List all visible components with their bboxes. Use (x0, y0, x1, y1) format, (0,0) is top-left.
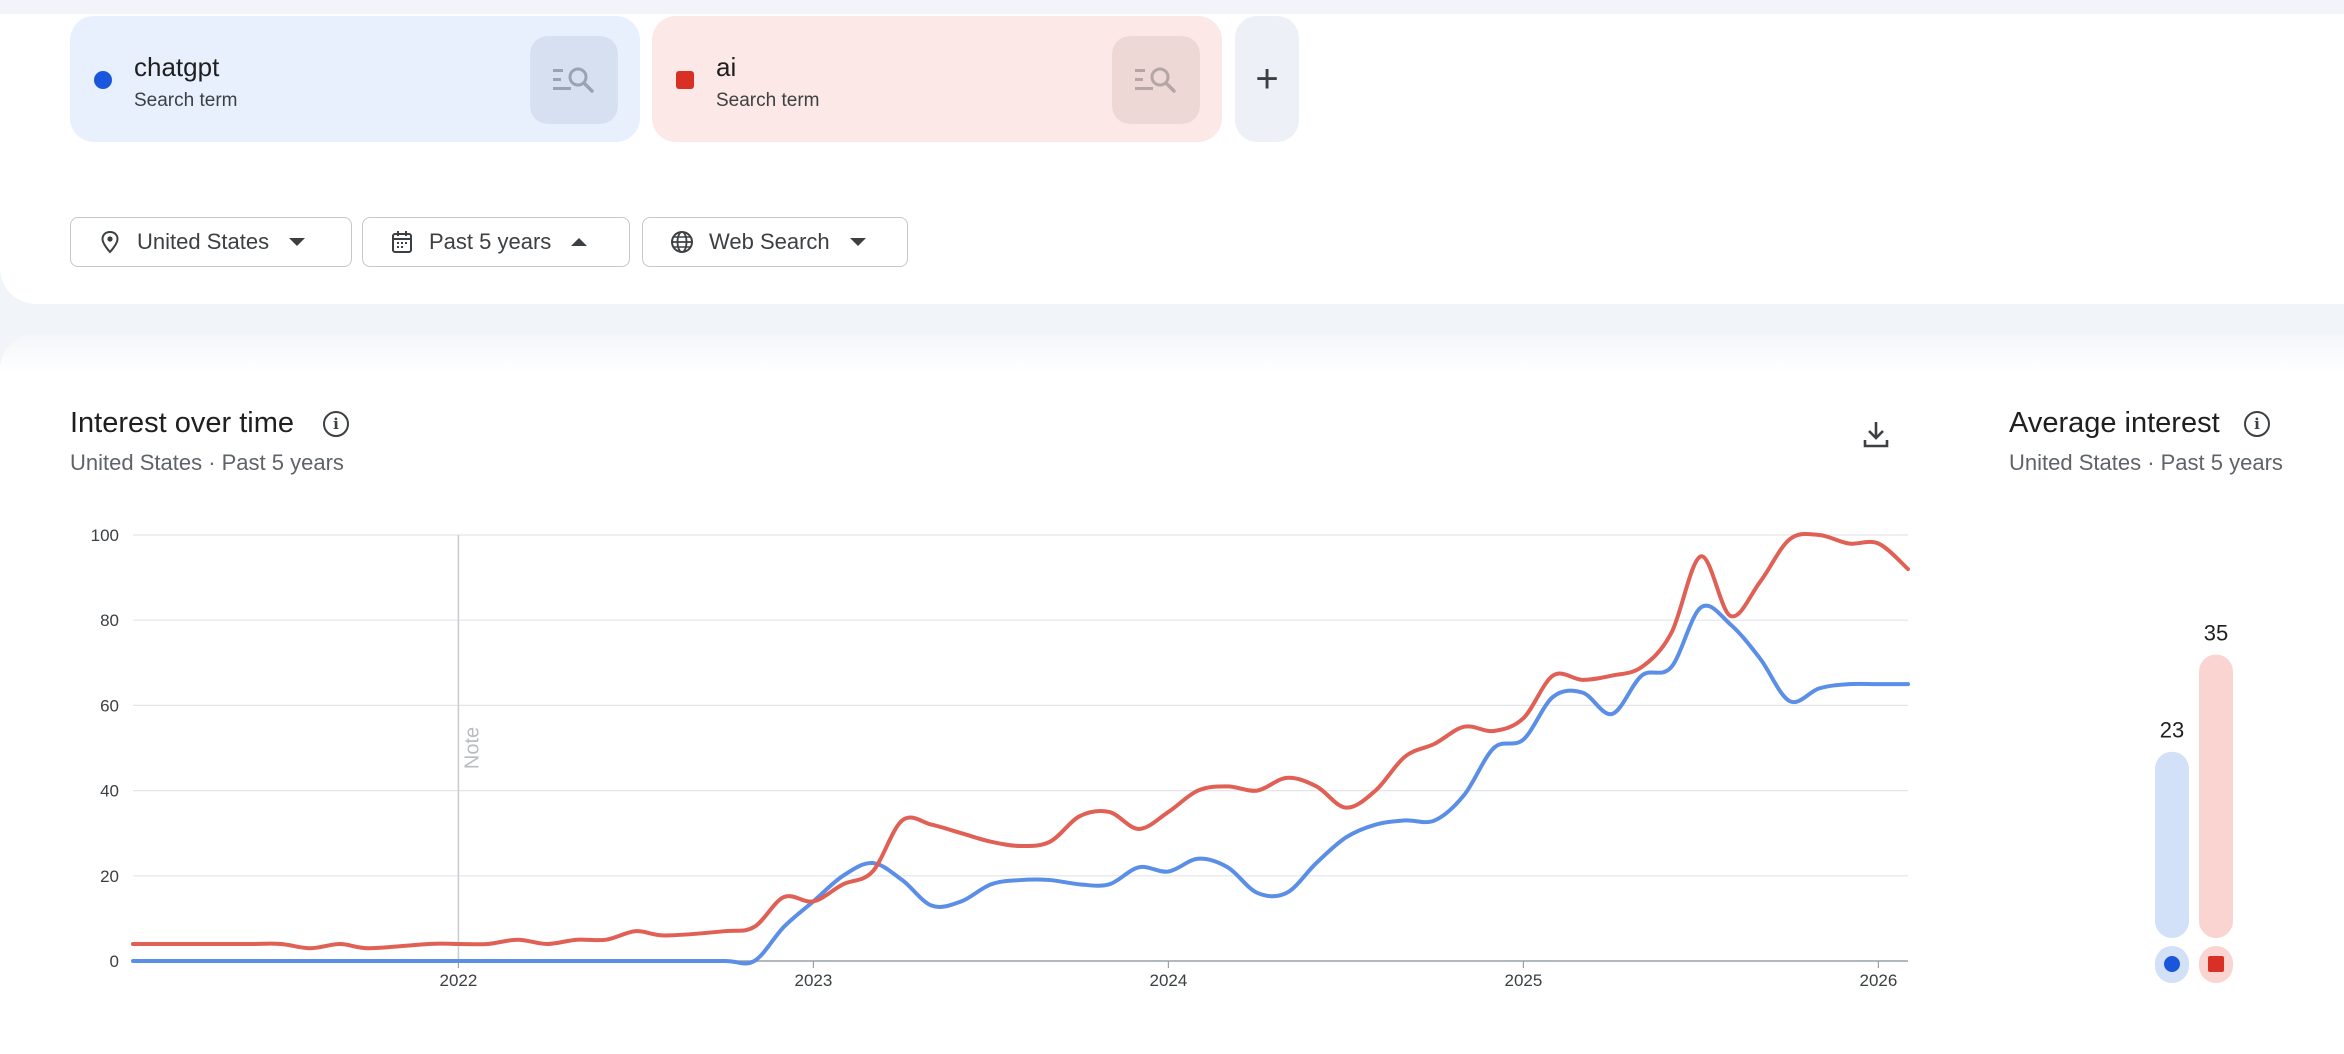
series-marker-square (676, 71, 694, 89)
info-icon[interactable]: i (323, 411, 349, 437)
term-card-ai[interactable]: ai Search term (652, 16, 1222, 142)
property-filter[interactable]: Web Search (642, 217, 908, 267)
x-tick-label: 2022 (440, 971, 478, 990)
x-tick-label: 2026 (1860, 971, 1898, 990)
interest-line-chart: Note 0 20 40 60 80 100 2022 2023 2024 2025 2026 (91, 526, 1910, 990)
series-marker-circle (2164, 956, 2180, 972)
y-tick-label: 0 (110, 952, 119, 971)
info-icon[interactable]: i (2244, 411, 2270, 437)
y-tick-label: 60 (100, 696, 119, 715)
results-panel (0, 334, 2344, 1054)
chevron-up-icon (571, 238, 588, 246)
average-interest-chart: 23 35 (2155, 621, 2233, 983)
add-term-button[interactable]: + (1235, 16, 1299, 142)
search-terms-panel: chatgpt Search term ai Search term (0, 14, 2344, 304)
series-line-ai (131, 531, 1910, 951)
y-tick-label: 100 (91, 526, 119, 545)
term-card-chatgpt[interactable]: chatgpt Search term (70, 16, 640, 142)
note-label[interactable]: Note (461, 727, 483, 769)
period-label: Past 5 years (429, 229, 552, 254)
interest-over-time-subtitle: United States · Past 5 years (70, 450, 344, 475)
region-label: United States (137, 229, 270, 254)
series-marker-circle (94, 71, 112, 89)
region-filter[interactable]: United States (70, 217, 352, 267)
x-tick-label: 2023 (795, 971, 833, 990)
average-interest-title: Average interest (2009, 407, 2220, 439)
location-pin-icon (95, 230, 125, 254)
term-search-button[interactable] (1112, 36, 1200, 124)
series-marker-square (2208, 956, 2224, 972)
average-interest-subtitle: United States · Past 5 years (2009, 450, 2283, 475)
period-filter[interactable]: Past 5 years (362, 217, 630, 267)
average-bar-ai (2199, 654, 2233, 938)
term-type: Search term (134, 90, 238, 111)
average-value-label: 35 (2204, 621, 2228, 646)
y-tick-label: 80 (100, 611, 119, 630)
x-tick-label: 2024 (1150, 971, 1188, 990)
series-line-chatgpt (131, 603, 1910, 966)
term-name[interactable]: chatgpt (134, 52, 220, 82)
download-icon[interactable] (1860, 418, 1892, 450)
chevron-down-icon (289, 238, 306, 246)
y-tick-label: 40 (100, 782, 119, 801)
term-name[interactable]: ai (716, 52, 737, 82)
average-value-label: 23 (2160, 718, 2184, 743)
x-tick-label: 2025 (1505, 971, 1543, 990)
average-bar-chatgpt (2155, 751, 2189, 938)
term-type: Search term (716, 90, 820, 111)
globe-icon (667, 230, 697, 254)
interest-over-time-title: Interest over time (70, 407, 295, 439)
search-list-icon (553, 67, 594, 93)
calendar-icon (387, 230, 417, 254)
chevron-down-icon (849, 238, 866, 246)
property-label: Web Search (709, 229, 830, 254)
search-list-icon (1135, 67, 1176, 93)
y-tick-label: 20 (100, 867, 119, 886)
term-search-button[interactable] (530, 36, 618, 124)
